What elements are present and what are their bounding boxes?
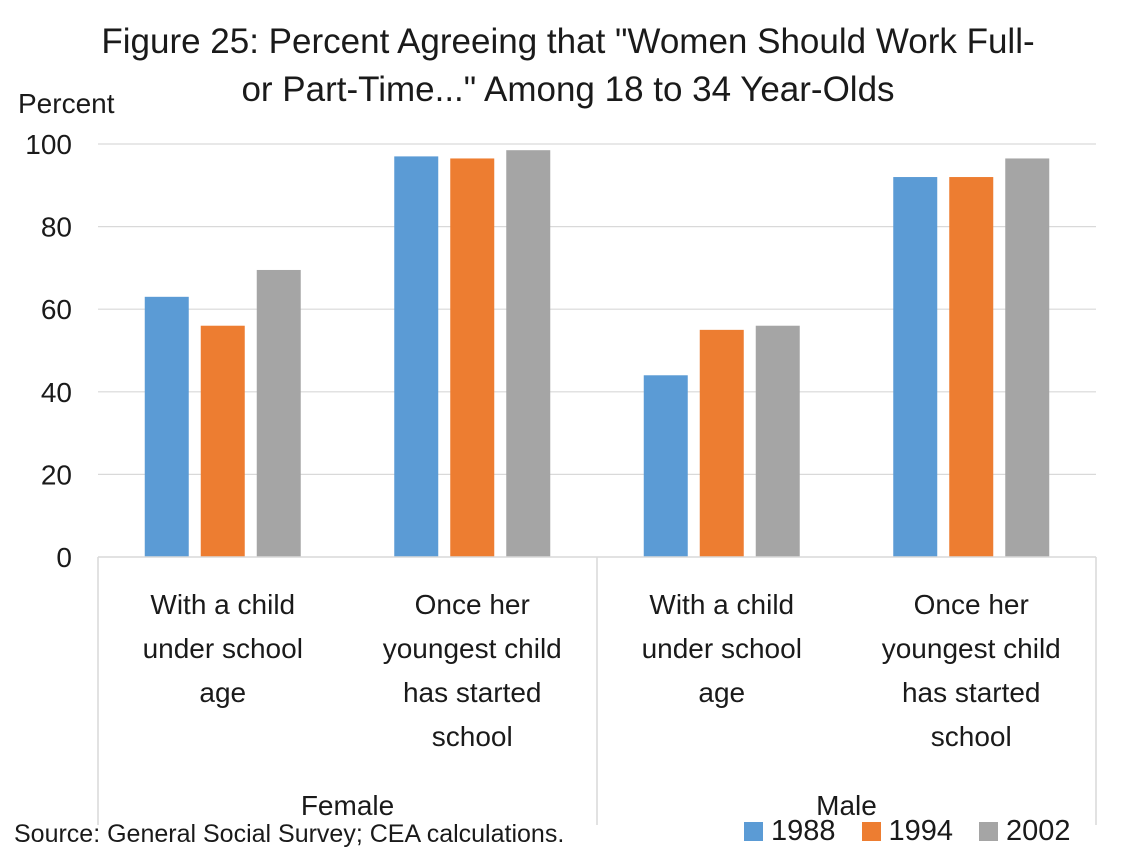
x-category-label-3: With a child under school age bbox=[642, 589, 802, 708]
bar-1988-cat-2 bbox=[394, 156, 439, 557]
x-category-label-line: under school bbox=[642, 633, 802, 664]
x-category-label-line: school bbox=[931, 721, 1012, 752]
y-tick-label-100: 100 bbox=[25, 129, 72, 160]
x-category-label-1: With a child under school age bbox=[143, 589, 303, 708]
source-note: Source: General Social Survey; CEA calcu… bbox=[14, 820, 565, 848]
x-category-label-line: Once her bbox=[914, 589, 1029, 620]
legend-item-1988: 1988 bbox=[744, 815, 836, 848]
legend-swatch-2002 bbox=[979, 822, 999, 841]
x-category-label-line: has started bbox=[902, 677, 1041, 708]
y-tick-label-0: 0 bbox=[56, 542, 72, 573]
bar-1994-cat-2 bbox=[450, 158, 495, 557]
chart-title-line-2: or Part-Time..." Among 18 to 34 Year-Old… bbox=[241, 70, 895, 109]
bar-1994-cat-4 bbox=[949, 177, 994, 558]
group-label-male: Male bbox=[816, 790, 877, 821]
bar-1988-cat-1 bbox=[144, 296, 189, 557]
bar-2002-cat-4 bbox=[1005, 158, 1050, 557]
x-category-label-4: Once her youngest child has started school bbox=[882, 589, 1061, 752]
bar-2002-cat-3 bbox=[755, 325, 800, 557]
x-category-label-line: youngest child bbox=[383, 633, 562, 664]
y-axis-label: Percent bbox=[18, 88, 115, 119]
bar-1988-cat-3 bbox=[643, 375, 688, 557]
x-category-label-line: age bbox=[698, 677, 745, 708]
y-tick-label-20: 20 bbox=[41, 459, 72, 490]
legend-item-1994: 1994 bbox=[861, 815, 954, 848]
x-category-label-line: school bbox=[432, 721, 513, 752]
legend-label-1994: 1994 bbox=[888, 815, 954, 847]
y-tick-label-80: 80 bbox=[41, 212, 72, 243]
group-label-female: Female bbox=[301, 790, 394, 821]
x-category-label-line: Once her bbox=[415, 589, 530, 620]
y-tick-label-40: 40 bbox=[41, 377, 72, 408]
x-category-label-line: youngest child bbox=[882, 633, 1061, 664]
x-category-label-line: under school bbox=[143, 633, 303, 664]
chart-title: Figure 25: Percent Agreeing that "Women … bbox=[0, 18, 1136, 114]
y-tick-label-60: 60 bbox=[41, 294, 72, 325]
bar-2002-cat-2 bbox=[506, 150, 551, 557]
x-category-label-line: has started bbox=[403, 677, 542, 708]
legend-swatch-1988 bbox=[744, 822, 763, 841]
legend-label-2002: 2002 bbox=[1006, 815, 1071, 847]
legend-swatch-1994 bbox=[861, 822, 881, 841]
bar-1994-cat-1 bbox=[200, 325, 245, 557]
legend-label-1988: 1988 bbox=[771, 815, 836, 847]
x-category-label-2: Once her youngest child has started school bbox=[383, 589, 562, 752]
legend: 1988 1994 2002 bbox=[744, 815, 1071, 848]
x-category-label-line: age bbox=[199, 677, 246, 708]
legend-item-2002: 2002 bbox=[979, 815, 1071, 848]
bar-1994-cat-3 bbox=[699, 329, 744, 557]
x-category-label-line: With a child bbox=[150, 589, 295, 620]
x-category-label-line: With a child bbox=[649, 589, 794, 620]
chart-title-line-1: Figure 25: Percent Agreeing that "Women … bbox=[101, 22, 1035, 61]
bar-1988-cat-4 bbox=[893, 177, 938, 558]
bar-2002-cat-1 bbox=[256, 269, 301, 557]
